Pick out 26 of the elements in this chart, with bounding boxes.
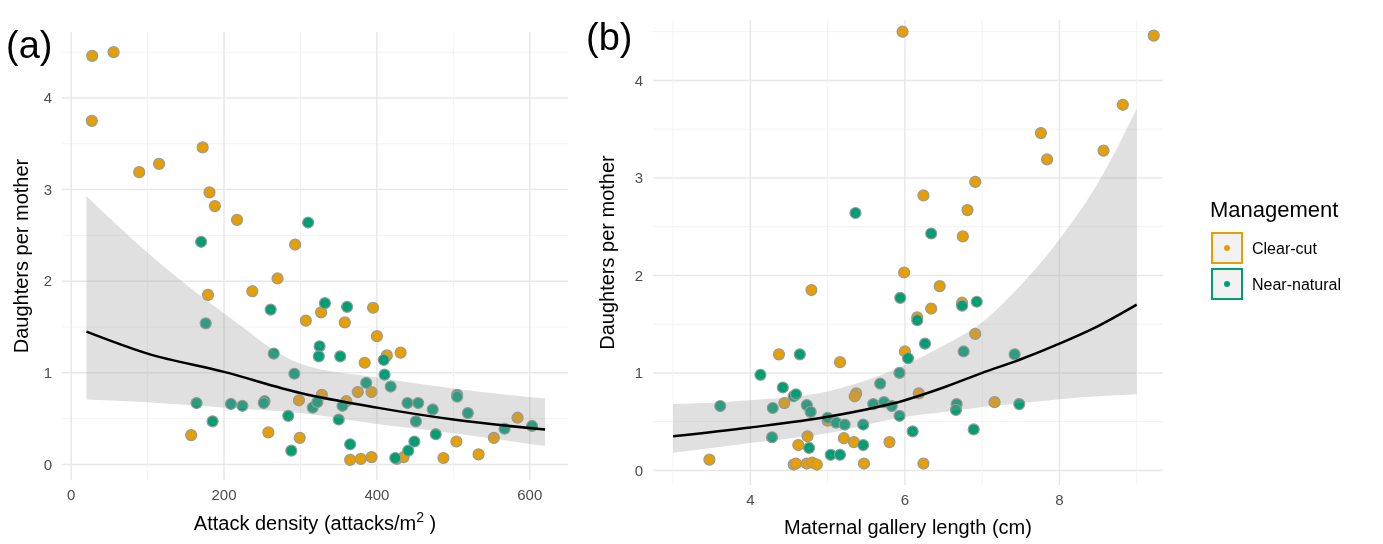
y-tick-label: 4 [634, 71, 643, 89]
chart-title: (a) [6, 24, 53, 66]
y-tick-label: 2 [43, 272, 52, 290]
x-tick-label: 4 [746, 491, 755, 508]
y-tick-label: 1 [43, 364, 52, 382]
x-tick-label: 400 [364, 486, 390, 503]
y-axis-title: Daughters per mother [10, 158, 32, 354]
chart-title: (b) [586, 16, 633, 58]
x-axis-title: Attack density (attacks/m$^{2}$ ) [193, 509, 437, 534]
y-tick-label: 3 [634, 169, 643, 187]
x-axis-title: Maternal gallery length (cm) [784, 516, 1032, 538]
x-tick-label: 200 [211, 486, 237, 503]
y-axis-title: Daughters per mother [596, 154, 618, 350]
legend-title: Management [1210, 197, 1339, 222]
y-tick-label: 0 [634, 461, 643, 479]
x-tick-label: 600 [517, 486, 543, 503]
x-tick-label: 0 [67, 486, 76, 503]
y-tick-label: 1 [634, 364, 643, 382]
y-tick-label: 2 [634, 266, 643, 284]
legend-label: Near-natural [1252, 275, 1341, 293]
y-tick-label: 3 [43, 180, 52, 198]
y-tick-label: 0 [43, 455, 52, 473]
legend-label: Clear-cut [1252, 239, 1318, 257]
y-tick-label: 4 [43, 89, 52, 107]
x-tick-label: 8 [1055, 491, 1064, 508]
x-tick-label: 6 [900, 491, 910, 508]
